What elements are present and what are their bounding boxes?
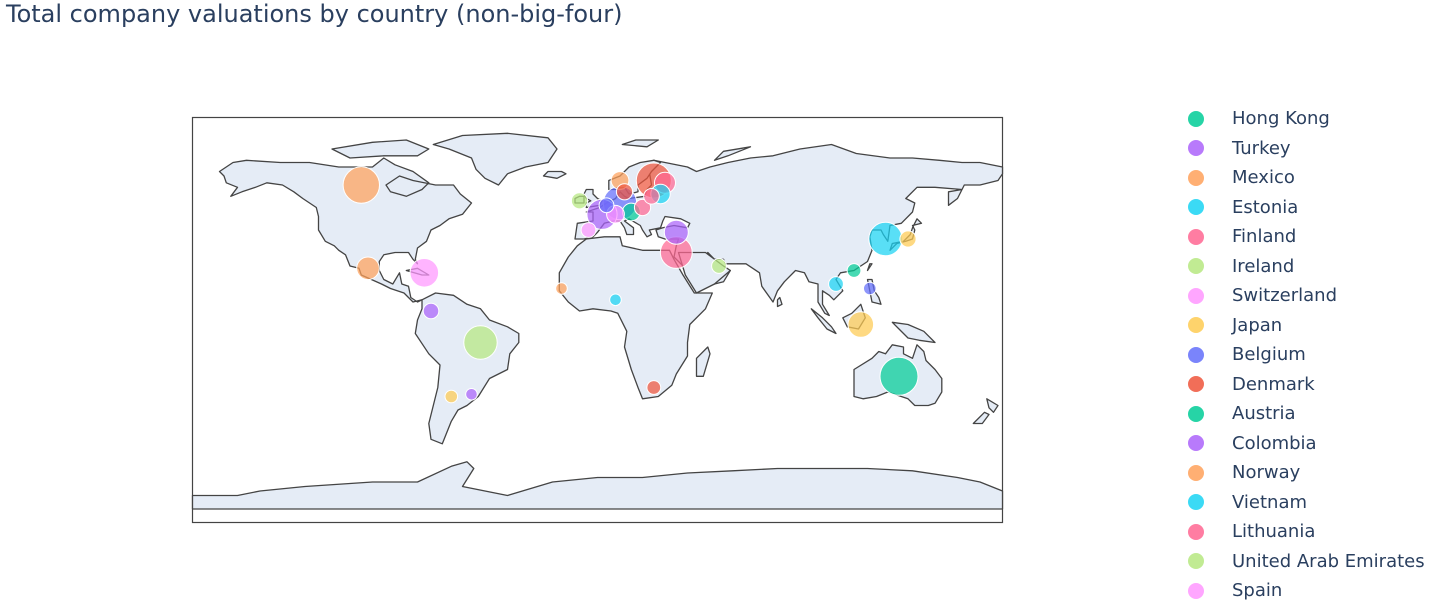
map-bubble[interactable] <box>663 219 689 245</box>
legend-marker-icon <box>1188 258 1204 275</box>
land-new-guinea <box>891 321 936 344</box>
map-bubble[interactable] <box>711 258 727 274</box>
land-new-zealand-s <box>972 411 990 425</box>
legend-item[interactable]: Hong Kong <box>1184 104 1425 134</box>
legend-label: Norway <box>1232 462 1301 484</box>
legend-marker-icon <box>1188 464 1204 481</box>
land-new-zealand-n <box>986 398 999 413</box>
legend-item[interactable]: Austria <box>1184 399 1425 429</box>
map-bubble[interactable] <box>570 192 589 210</box>
legend-item[interactable]: Mexico <box>1184 163 1425 193</box>
legend-item[interactable]: Belgium <box>1184 340 1425 370</box>
legend-marker-icon <box>1188 582 1204 599</box>
map-bubble[interactable] <box>409 258 440 288</box>
legend-label: Lithuania <box>1232 521 1316 543</box>
map-bubble[interactable] <box>356 256 380 281</box>
legend-item[interactable]: Spain <box>1184 576 1425 606</box>
map-bubble[interactable] <box>868 221 903 257</box>
legend-label: Hong Kong <box>1232 108 1330 130</box>
legend-label: United Arab Emirates <box>1232 550 1425 572</box>
legend-label: Colombia <box>1232 432 1317 454</box>
land-taiwan <box>866 263 873 272</box>
map-bubble[interactable] <box>465 388 478 401</box>
land-layer <box>191 132 1004 510</box>
legend-marker-icon <box>1188 140 1204 157</box>
legend-label: Estonia <box>1232 196 1299 218</box>
legend: Hong Kong Turkey Mexico Estonia Finland Irela… <box>1184 104 1425 606</box>
chart-title: Total company valuations by country (non… <box>6 0 623 28</box>
legend-item[interactable]: Switzerland <box>1184 281 1425 311</box>
land-greenland <box>432 132 558 186</box>
land-eurasia <box>574 143 1004 317</box>
legend-marker-icon <box>1188 169 1204 186</box>
map-bubble[interactable] <box>633 198 652 217</box>
legend-item[interactable]: Norway <box>1184 458 1425 488</box>
legend-marker-icon <box>1188 287 1204 304</box>
land-sri-lanka <box>776 296 783 308</box>
map-bubble[interactable] <box>422 302 440 320</box>
legend-item[interactable]: Lithuania <box>1184 517 1425 547</box>
legend-marker-icon <box>1188 435 1204 452</box>
legend-item[interactable]: Estonia <box>1184 193 1425 223</box>
legend-label: Ireland <box>1232 255 1295 277</box>
map-bubble[interactable] <box>609 293 622 307</box>
land-sumatra <box>810 308 837 335</box>
legend-marker-icon <box>1188 376 1204 393</box>
map-bubble[interactable] <box>463 325 498 360</box>
map-bubble[interactable] <box>444 389 459 404</box>
legend-item[interactable]: Turkey <box>1184 134 1425 164</box>
legend-label: Denmark <box>1232 373 1315 395</box>
legend-item[interactable]: Japan <box>1184 311 1425 341</box>
land-africa <box>558 236 713 400</box>
land-iceland <box>542 170 567 179</box>
legend-marker-icon <box>1188 553 1204 570</box>
land-svalbard <box>621 139 659 148</box>
legend-label: Belgium <box>1232 344 1306 366</box>
legend-label: Turkey <box>1232 137 1291 159</box>
legend-item[interactable]: Denmark <box>1184 370 1425 400</box>
legend-item[interactable]: United Arab Emirates <box>1184 547 1425 577</box>
map-bubble[interactable] <box>846 263 862 278</box>
map-bubble[interactable] <box>342 166 380 204</box>
legend-item[interactable]: Vietnam <box>1184 488 1425 518</box>
map-bubble[interactable] <box>598 197 615 214</box>
legend-item[interactable]: Ireland <box>1184 252 1425 282</box>
legend-label: Mexico <box>1232 167 1295 189</box>
legend-item[interactable]: Finland <box>1184 222 1425 252</box>
legend-marker-icon <box>1188 228 1204 245</box>
map-bubble[interactable] <box>847 311 875 338</box>
legend-marker-icon <box>1188 523 1204 540</box>
legend-label: Japan <box>1232 314 1283 336</box>
map-bubble[interactable] <box>646 380 662 395</box>
legend-marker-icon <box>1188 346 1204 363</box>
legend-marker-icon <box>1188 199 1204 216</box>
legend-label: Spain <box>1232 580 1283 602</box>
map-bubble[interactable] <box>899 230 917 248</box>
legend-marker-icon <box>1188 110 1204 127</box>
map-bubble[interactable] <box>863 281 877 296</box>
legend-label: Vietnam <box>1232 491 1308 513</box>
legend-marker-icon <box>1188 494 1204 511</box>
map-bubble[interactable] <box>580 222 597 238</box>
bubble-layer <box>342 162 919 404</box>
legend-label: Finland <box>1232 226 1297 248</box>
map-bubble[interactable] <box>828 276 844 292</box>
land-canadian-arctic <box>331 139 430 159</box>
map-bubble[interactable] <box>615 183 634 201</box>
land-novaya-zemlya <box>713 146 752 161</box>
legend-label: Switzerland <box>1232 285 1337 307</box>
legend-marker-icon <box>1188 317 1204 334</box>
map-bubble[interactable] <box>879 356 919 396</box>
land-madagascar <box>695 346 711 377</box>
map-bubble[interactable] <box>555 282 568 295</box>
legend-marker-icon <box>1188 405 1204 422</box>
map-bubble[interactable] <box>643 188 660 205</box>
legend-item[interactable]: Colombia <box>1184 429 1425 459</box>
land-antarctica <box>191 461 1004 510</box>
legend-label: Austria <box>1232 403 1296 425</box>
